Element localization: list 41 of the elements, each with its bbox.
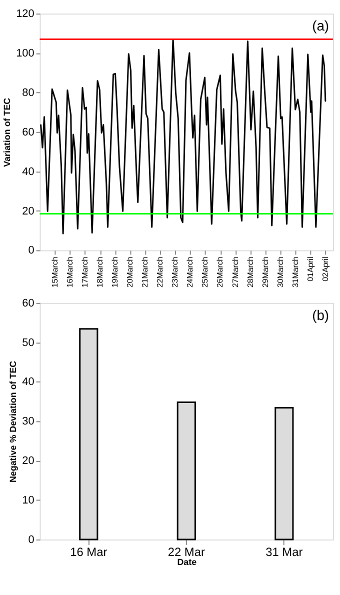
x-tick-label: 25March (200, 256, 210, 288)
y-tick-label: 120 (16, 8, 34, 20)
x-tick-label: 22March (156, 256, 165, 288)
x-tick-label: 23March (170, 256, 180, 288)
y-tick-label: 10 (22, 494, 34, 507)
y-tick-label: 60 (22, 297, 34, 310)
x-tick-label: 24March (186, 256, 195, 288)
y-tick-label: 50 (22, 336, 34, 349)
y-tick-label: 30 (22, 416, 34, 428)
x-tick-label: 20March (125, 256, 134, 288)
x-tick-label: 29March (260, 256, 270, 288)
x-tick-label: 26March (216, 256, 225, 288)
x-tick-label: 21March (140, 256, 150, 288)
y-tick-label: 60 (22, 126, 34, 138)
x-tick-label: 31 Mar (266, 544, 303, 559)
y-axis-title: Negative % Deviation of TEC (8, 360, 18, 483)
x-tick-label: 15March (50, 256, 60, 288)
x-tick-label: 28March (246, 256, 255, 288)
x-tick-label: 16March (65, 256, 74, 288)
x-tick-label: 18March (95, 256, 104, 288)
x-tick-label: 31March (290, 256, 300, 288)
x-tick-label: 17March (80, 256, 90, 288)
x-tick-label: 30March (276, 256, 285, 288)
annotation: (b) (312, 306, 330, 323)
x-tick-label: 16 Mar (70, 544, 108, 559)
y-tick-label: 40 (22, 166, 34, 178)
y-tick-label: 0 (28, 534, 34, 546)
y-tick-label: 0 (28, 244, 34, 257)
x-tick-label: 19March (110, 256, 120, 288)
y-axis-title: Variation of TEC (2, 97, 12, 167)
y-tick-label: 40 (22, 376, 34, 388)
x-tick-label: 01April (306, 256, 315, 282)
x-tick-label: 27March (230, 256, 240, 288)
x-axis-title: Date (177, 556, 197, 567)
annotation: (a) (312, 18, 330, 34)
y-tick-label: 20 (22, 455, 34, 468)
y-tick-label: 80 (22, 86, 34, 99)
y-tick-label: 100 (16, 48, 34, 60)
x-tick-label: 22 Mar (168, 544, 205, 559)
x-tick-label: 02April (321, 256, 330, 282)
y-tick-label: 20 (22, 205, 34, 218)
